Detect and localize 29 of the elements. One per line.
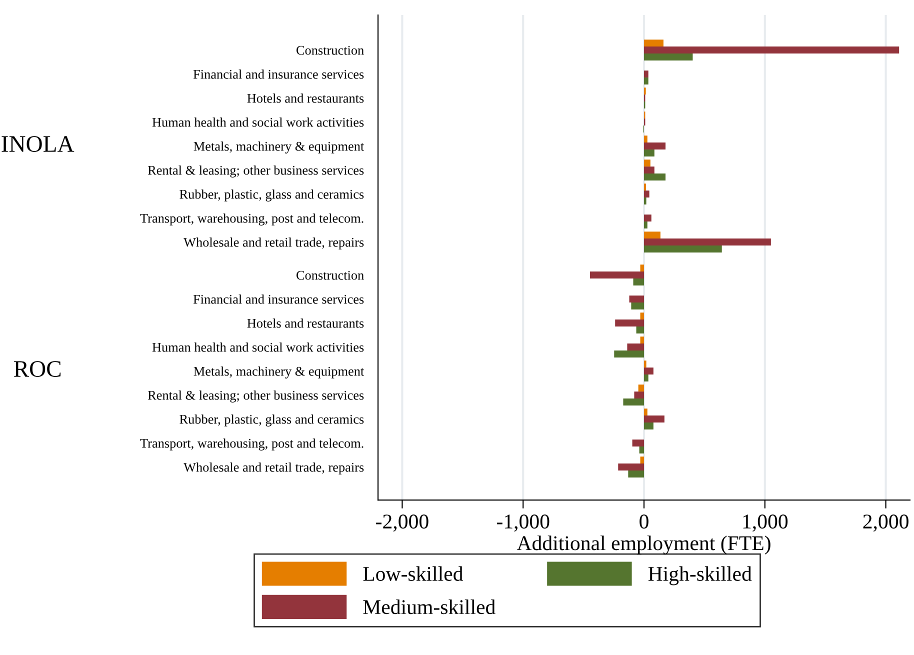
y-tick-label: Transport, warehousing, post and telecom. — [140, 438, 364, 450]
y-tick-label: Human health and social work activities — [152, 342, 364, 352]
legend-label: High-skilled — [648, 566, 752, 586]
y-tick-label: Rental & leasing; other business services — [148, 165, 364, 178]
y-tick-label: Rubber, plastic, glass and ceramics — [180, 414, 364, 426]
y-tick-label: Rubber, plastic, glass and ceramics — [180, 189, 364, 202]
y-tick-label: Financial and insurance services — [193, 69, 364, 79]
y-tick-label: Transport, warehousing, post and telecom. — [140, 213, 364, 226]
y-tick-label: Construction — [296, 270, 364, 280]
y-tick-label: Metals, machinery & equipment — [194, 141, 364, 154]
x-tick-label: -1,000 — [496, 514, 550, 532]
legend-label: Medium-skilled — [363, 599, 496, 614]
x-tick-label: -2,000 — [376, 514, 428, 532]
y-tick-label: Metals, machinery & equipment — [194, 366, 364, 378]
text: INOLA — [2, 136, 74, 152]
y-tick-label: Hotels and restaurants — [247, 318, 364, 328]
y-tick-label: Wholesale and retail trade, repairs — [184, 462, 364, 474]
y-tick-label: Rental & leasing; other business services — [148, 390, 364, 402]
y-tick-label: Construction — [296, 46, 364, 55]
y-tick-label: Financial and insurance services — [193, 294, 364, 304]
x-tick-label: 2,000 — [863, 514, 908, 532]
x-axis-title: Additional employment (FTE) — [516, 536, 770, 555]
text: ROC — [14, 361, 61, 377]
y-tick-label: Hotels and restaurants — [247, 93, 364, 103]
legend-label: Low-skilled — [363, 566, 464, 581]
x-tick-label: 0 — [640, 514, 648, 529]
y-tick-label: Wholesale and retail trade, repairs — [184, 237, 364, 250]
y-tick-label: Human health and social work activities — [152, 117, 364, 127]
x-tick-label: 1,000 — [743, 514, 788, 532]
